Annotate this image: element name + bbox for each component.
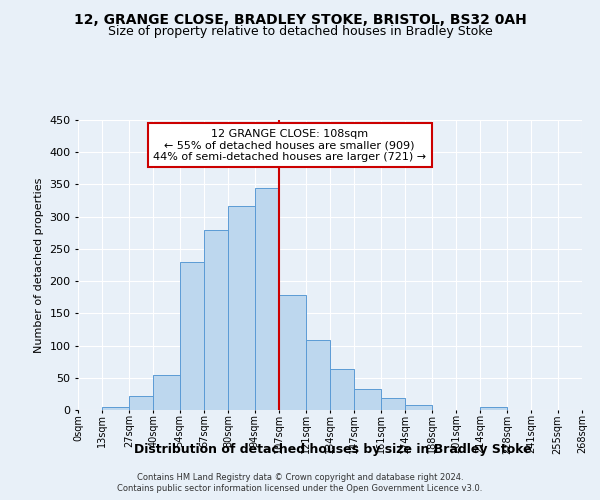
- Text: Size of property relative to detached houses in Bradley Stoke: Size of property relative to detached ho…: [107, 25, 493, 38]
- Text: Contains public sector information licensed under the Open Government Licence v3: Contains public sector information licen…: [118, 484, 482, 493]
- Bar: [255, 188, 279, 410]
- Bar: [381, 398, 405, 410]
- Text: Contains HM Land Registry data © Crown copyright and database right 2024.: Contains HM Land Registry data © Crown c…: [137, 472, 463, 482]
- Text: 12, GRANGE CLOSE, BRADLEY STOKE, BRISTOL, BS32 0AH: 12, GRANGE CLOSE, BRADLEY STOKE, BRISTOL…: [74, 12, 526, 26]
- Bar: [279, 296, 305, 410]
- Bar: [355, 390, 381, 410]
- Bar: [405, 406, 431, 410]
- Bar: [229, 206, 255, 410]
- Bar: [103, 407, 129, 410]
- Text: 12 GRANGE CLOSE: 108sqm
← 55% of detached houses are smaller (909)
44% of semi-d: 12 GRANGE CLOSE: 108sqm ← 55% of detache…: [153, 128, 426, 162]
- Y-axis label: Number of detached properties: Number of detached properties: [34, 178, 44, 352]
- Bar: [330, 370, 355, 410]
- Bar: [204, 230, 229, 410]
- Bar: [305, 340, 330, 410]
- Bar: [129, 396, 153, 410]
- Bar: [179, 262, 204, 410]
- Bar: [153, 374, 179, 410]
- Text: Distribution of detached houses by size in Bradley Stoke: Distribution of detached houses by size …: [134, 442, 532, 456]
- Bar: [481, 407, 507, 410]
